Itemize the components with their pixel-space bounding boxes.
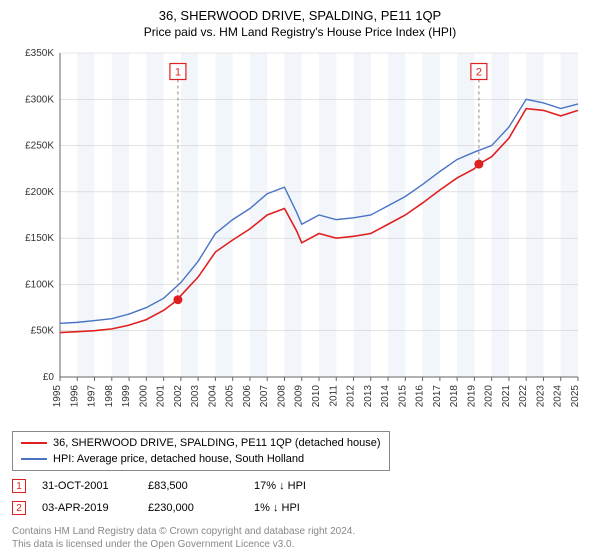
svg-text:2011: 2011: [328, 385, 339, 407]
price-chart: £0 £50K £100K £150K £200K £250K £300K £350K 1995…: [12, 45, 588, 425]
svg-text:1999: 1999: [121, 385, 132, 408]
svg-text:2017: 2017: [432, 385, 443, 408]
svg-text:2000: 2000: [138, 385, 149, 408]
svg-text:2019: 2019: [466, 385, 477, 408]
page-subtitle: Price paid vs. HM Land Registry's House …: [12, 25, 588, 39]
footer-line-1: Contains HM Land Registry data © Crown c…: [12, 525, 588, 538]
marker-id-box: 1: [12, 479, 26, 493]
svg-text:1995: 1995: [52, 385, 63, 408]
svg-text:2008: 2008: [276, 385, 287, 408]
svg-text:£200K: £200K: [25, 187, 54, 198]
footer-line-2: This data is licensed under the Open Gov…: [12, 538, 588, 551]
svg-text:2020: 2020: [484, 385, 495, 408]
marker-delta: 17% ↓ HPI: [254, 480, 344, 492]
svg-text:£350K: £350K: [25, 48, 54, 59]
legend: 36, SHERWOOD DRIVE, SPALDING, PE11 1QP (…: [12, 431, 390, 471]
svg-text:2010: 2010: [311, 385, 322, 408]
svg-text:2009: 2009: [294, 385, 305, 408]
svg-text:2003: 2003: [190, 385, 201, 408]
svg-text:2023: 2023: [535, 385, 546, 408]
marker-price: £230,000: [148, 502, 238, 514]
svg-text:2018: 2018: [449, 385, 460, 408]
legend-swatch: [21, 442, 47, 444]
svg-text:2007: 2007: [259, 385, 270, 408]
svg-text:2013: 2013: [363, 385, 374, 408]
svg-text:£0: £0: [43, 372, 55, 383]
marker-table: 1 31-OCT-2001 £83,500 17% ↓ HPI 2 03-APR-2019…: [12, 479, 588, 515]
svg-text:2022: 2022: [518, 385, 529, 408]
chart-svg: £0 £50K £100K £150K £200K £250K £300K £350K 1995…: [12, 45, 588, 425]
svg-text:£100K: £100K: [25, 279, 54, 290]
marker-price: £83,500: [148, 480, 238, 492]
page-title: 36, SHERWOOD DRIVE, SPALDING, PE11 1QP: [12, 8, 588, 23]
svg-text:2002: 2002: [173, 385, 184, 408]
legend-swatch: [21, 458, 47, 460]
svg-text:1: 1: [175, 67, 181, 79]
svg-text:2021: 2021: [501, 385, 512, 408]
svg-text:2015: 2015: [397, 385, 408, 408]
svg-text:2005: 2005: [225, 385, 236, 408]
svg-text:£150K: £150K: [25, 233, 54, 244]
svg-text:2006: 2006: [242, 385, 253, 408]
svg-text:2014: 2014: [380, 385, 391, 408]
svg-text:2001: 2001: [156, 385, 167, 408]
svg-text:2024: 2024: [553, 385, 564, 408]
svg-text:£300K: £300K: [25, 94, 54, 105]
marker-date: 31-OCT-2001: [42, 480, 132, 492]
svg-text:1997: 1997: [87, 385, 98, 408]
legend-item: HPI: Average price, detached house, Sout…: [21, 451, 381, 467]
marker-id-box: 2: [12, 501, 26, 515]
svg-text:£50K: £50K: [31, 326, 55, 337]
legend-item: 36, SHERWOOD DRIVE, SPALDING, PE11 1QP (…: [21, 435, 381, 451]
svg-text:2025: 2025: [570, 385, 581, 408]
svg-text:2: 2: [476, 67, 482, 79]
svg-text:2016: 2016: [415, 385, 426, 408]
svg-text:1998: 1998: [104, 385, 115, 408]
marker-delta: 1% ↓ HPI: [254, 502, 344, 514]
marker-date: 03-APR-2019: [42, 502, 132, 514]
footer-attribution: Contains HM Land Registry data © Crown c…: [12, 525, 588, 551]
legend-label: HPI: Average price, detached house, Sout…: [53, 451, 304, 467]
svg-text:2004: 2004: [207, 385, 218, 408]
legend-label: 36, SHERWOOD DRIVE, SPALDING, PE11 1QP (…: [53, 435, 381, 451]
svg-text:1996: 1996: [69, 385, 80, 408]
marker-row: 1 31-OCT-2001 £83,500 17% ↓ HPI: [12, 479, 588, 493]
svg-text:£250K: £250K: [25, 141, 54, 152]
svg-text:2012: 2012: [346, 385, 357, 408]
marker-row: 2 03-APR-2019 £230,000 1% ↓ HPI: [12, 501, 588, 515]
